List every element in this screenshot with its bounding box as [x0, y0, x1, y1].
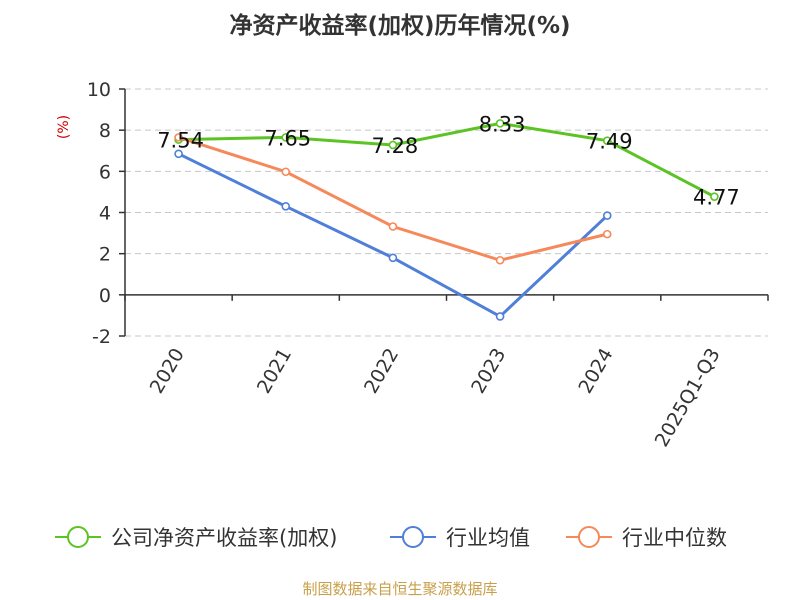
data-label: 8.33	[479, 112, 526, 136]
legend-label: 公司净资产收益率(加权)	[111, 526, 337, 550]
x-tick-labels: 2020 2021 2022 2023 2024 2025Q1-Q3	[146, 345, 725, 451]
data-point	[602, 211, 612, 220]
series-line	[177, 152, 609, 319]
x-tick-label: 2025Q1-Q3	[651, 345, 725, 451]
data-point	[388, 253, 398, 263]
y-axis-label: (%)	[56, 115, 72, 139]
data-point	[495, 255, 505, 265]
data-labels: 7.54 7.65 7.28 8.33 7.49 4.77	[157, 112, 740, 209]
legend-marker	[578, 526, 600, 548]
x-tick-label: 2021	[253, 345, 296, 398]
y-tick-label: 10	[87, 79, 111, 101]
data-point	[174, 133, 183, 142]
data-point	[174, 149, 183, 159]
legend-label: 行业中位数	[622, 526, 727, 550]
x-tick-label: 2024	[574, 345, 617, 398]
data-point	[495, 312, 505, 321]
x-tick-label: 2023	[467, 345, 510, 398]
data-point	[710, 192, 719, 201]
data-label: 7.65	[264, 126, 311, 150]
data-point	[281, 133, 291, 142]
y-tick-label: 6	[99, 161, 111, 183]
data-point	[602, 136, 612, 145]
y-tick-labels: -2 0 2 4 6 8 10	[87, 79, 111, 348]
y-tick-label: 2	[99, 244, 111, 266]
data-label: 7.54	[157, 129, 204, 153]
x-tick-label: 2022	[360, 345, 403, 398]
legend-marker	[402, 526, 424, 548]
data-label: 7.28	[372, 134, 419, 158]
y-tick-label: 8	[99, 120, 111, 142]
source-note: 制图数据来自恒生聚源数据库	[302, 580, 498, 598]
chart-title: 净资产收益率(加权)历年情况(%)	[229, 13, 571, 39]
data-point	[495, 119, 505, 128]
data-label: 4.77	[693, 186, 740, 210]
legend-marker	[67, 526, 89, 548]
legend-label: 行业均值	[446, 526, 530, 550]
data-point	[281, 167, 291, 177]
grid-lines	[125, 88, 768, 337]
data-label: 7.49	[586, 130, 633, 154]
y-tick-label: -2	[92, 326, 111, 348]
x-tick-label: 2020	[146, 345, 189, 398]
y-tick-label: 4	[99, 203, 111, 225]
series-lines	[174, 119, 719, 321]
data-point	[602, 229, 612, 239]
data-point	[281, 202, 291, 211]
data-point	[388, 222, 398, 231]
legend: 公司净资产收益率(加权) 行业均值 行业中位数	[55, 526, 727, 550]
series-line	[178, 121, 716, 198]
data-point	[388, 140, 398, 150]
axes	[119, 88, 769, 337]
y-tick-label: 0	[99, 285, 111, 307]
